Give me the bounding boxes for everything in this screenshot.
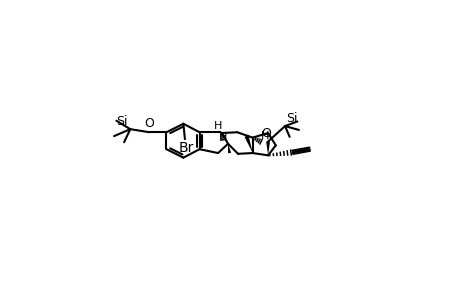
Text: H: H: [219, 132, 227, 142]
Text: H: H: [260, 131, 268, 141]
Polygon shape: [244, 135, 252, 153]
Text: H: H: [213, 122, 222, 131]
Polygon shape: [228, 144, 230, 153]
Polygon shape: [266, 142, 269, 155]
Text: O: O: [261, 127, 271, 140]
Text: O: O: [144, 117, 154, 130]
Text: Si: Si: [116, 115, 128, 128]
Text: Br: Br: [179, 141, 194, 155]
Text: Si: Si: [286, 112, 297, 124]
